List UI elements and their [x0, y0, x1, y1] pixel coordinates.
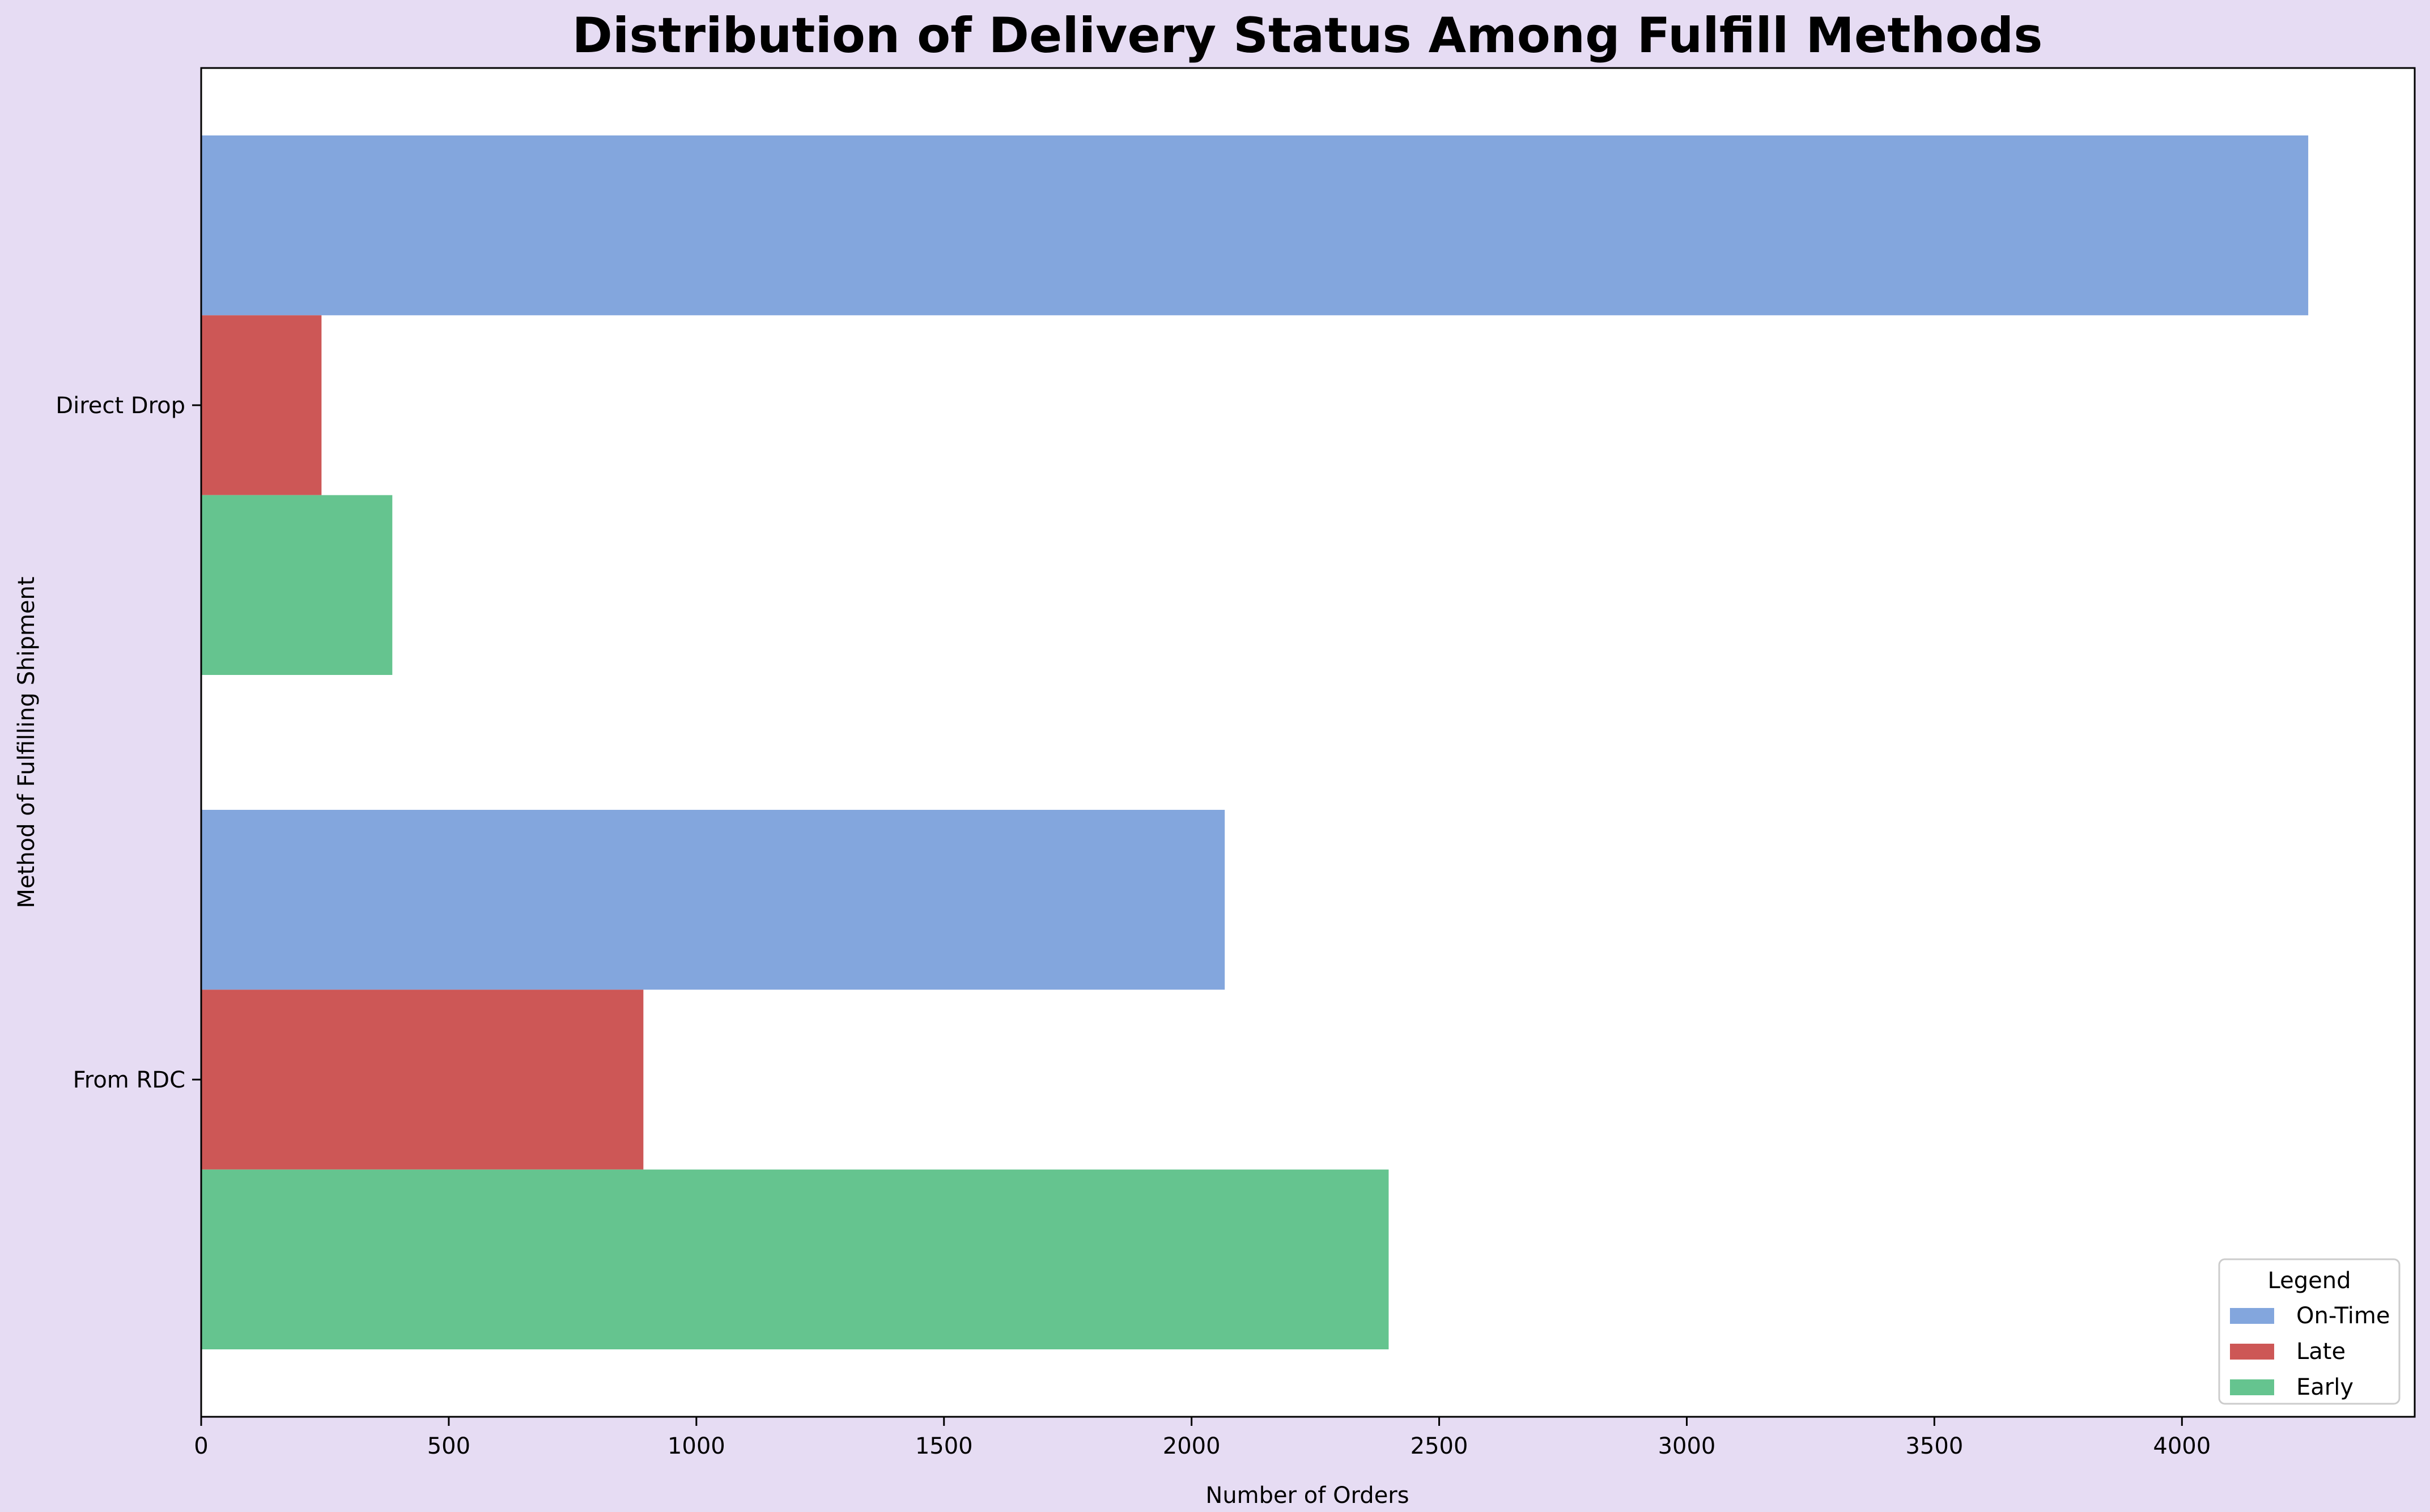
x-tick-label: 1000	[668, 1433, 725, 1459]
legend-title: Legend	[2268, 1268, 2351, 1294]
legend: Legend On-Time Late Early	[2218, 1258, 2401, 1405]
x-tick-label: 500	[427, 1433, 470, 1459]
x-tick-label: 3000	[1658, 1433, 1716, 1459]
x-tick-label: 3500	[1905, 1433, 1963, 1459]
legend-swatch-early	[2230, 1379, 2274, 1395]
bar-direct-drop-on-time	[201, 135, 2309, 316]
y-axis: Direct Drop From RDC	[56, 393, 201, 1093]
bar-direct-drop-early	[201, 495, 393, 675]
x-tick-label: 4000	[2153, 1433, 2211, 1459]
legend-swatch-late	[2230, 1344, 2274, 1360]
chart-title: Distribution of Delivery Status Among Fu…	[572, 7, 2043, 64]
y-tick-label: Direct Drop	[56, 393, 185, 419]
x-tick-label: 0	[194, 1433, 208, 1459]
bars-layer	[201, 135, 2309, 1349]
y-axis-label: Method of Fulfilling Shipment	[14, 576, 40, 908]
x-axis: 0 500 1000 1500 2000 2500 3000 3500 4000	[194, 1417, 2211, 1459]
x-tick-label: 1500	[915, 1433, 973, 1459]
legend-swatch-on-time	[2230, 1308, 2274, 1324]
legend-label-on-time: On-Time	[2296, 1303, 2390, 1329]
bar-from-rdc-late	[201, 989, 644, 1170]
x-tick-label: 2500	[1411, 1433, 1468, 1459]
bar-from-rdc-early	[201, 1169, 1389, 1349]
legend-items: On-Time Late Early	[2230, 1303, 2390, 1400]
bar-direct-drop-late	[201, 315, 322, 495]
legend-box	[2218, 1258, 2401, 1405]
legend-label-late: Late	[2296, 1339, 2346, 1365]
legend-label-early: Early	[2296, 1374, 2353, 1400]
plot-frame	[200, 67, 2416, 1418]
bar-from-rdc-on-time	[201, 810, 1225, 990]
x-tick-label: 2000	[1163, 1433, 1221, 1459]
y-tick-label: From RDC	[73, 1067, 185, 1093]
x-axis-label: Number of Orders	[1205, 1483, 1409, 1509]
